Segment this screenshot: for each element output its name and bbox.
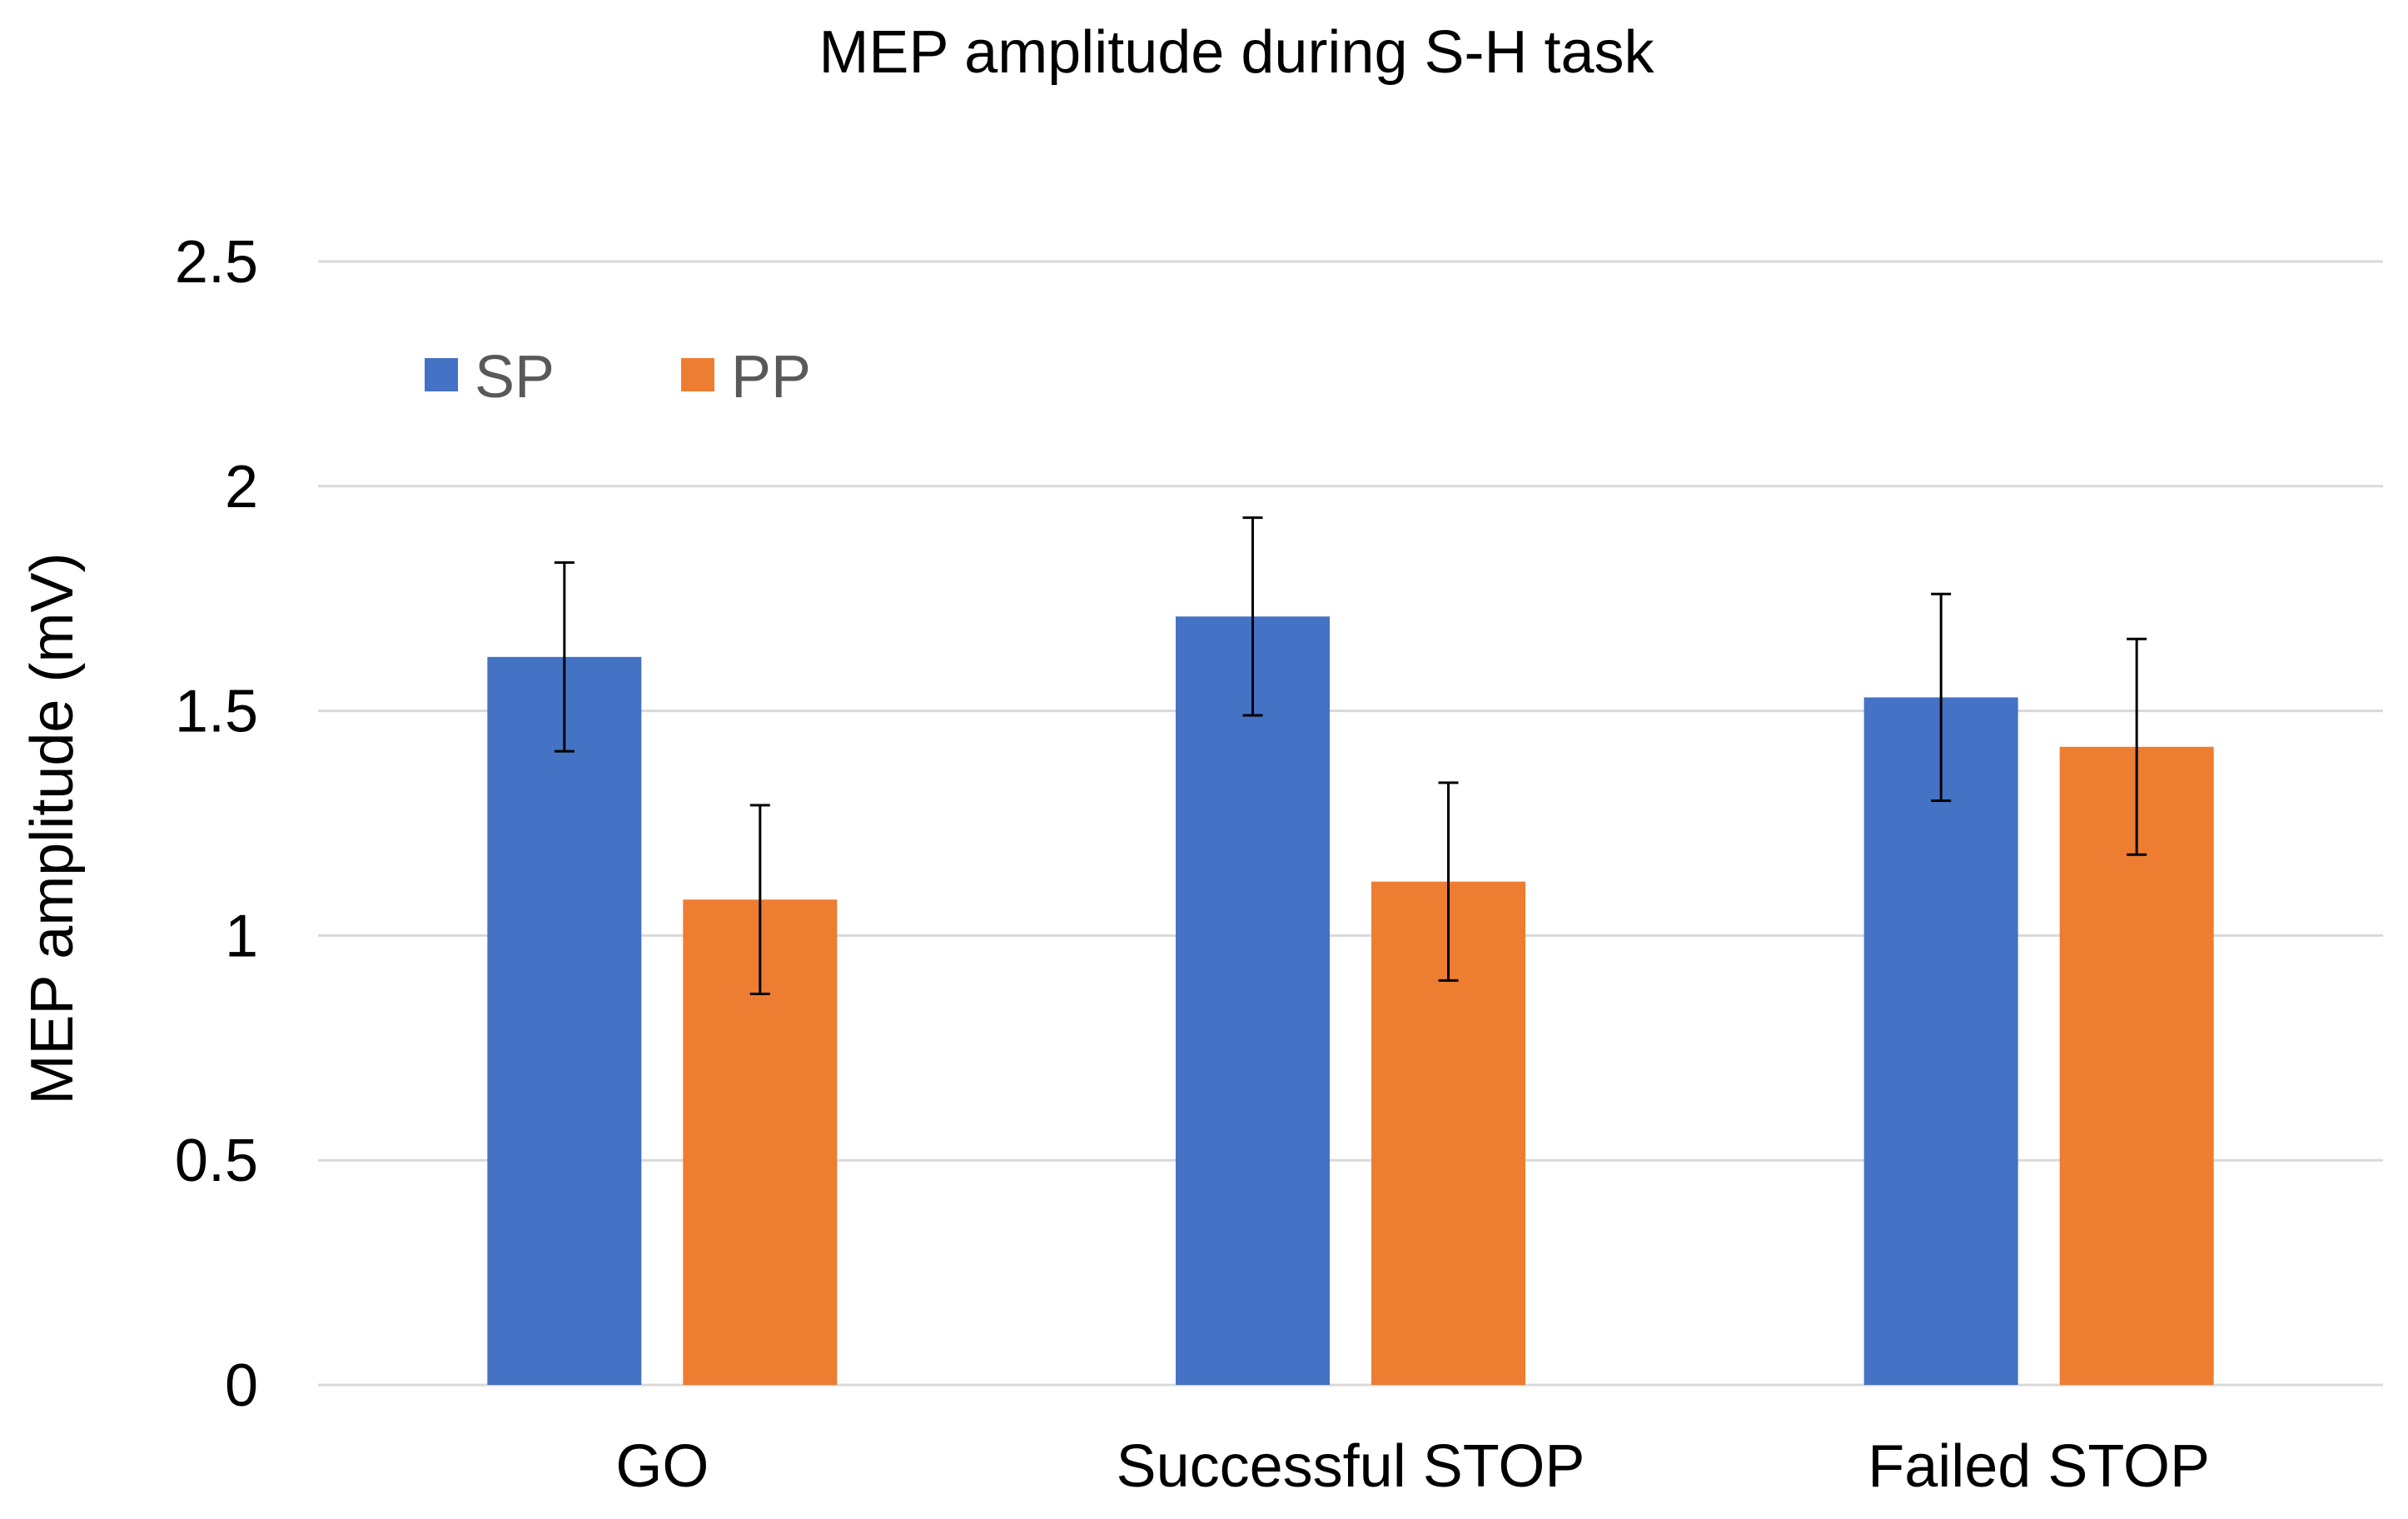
y-tick-label: 1.5 bbox=[175, 679, 258, 745]
y-tick-labels: 0 0.5 1 1.5 2 2.5 bbox=[175, 229, 258, 1419]
legend-swatch-sp bbox=[425, 358, 458, 391]
error-bars bbox=[554, 516, 2147, 996]
x-tick-label: GO bbox=[615, 1433, 709, 1500]
bar-sp-failed-stop bbox=[1863, 697, 2018, 1385]
bar-sp-successful-stop bbox=[1176, 616, 1330, 1385]
legend-swatch-pp bbox=[681, 358, 714, 391]
error-bar-pp-failed-stop bbox=[2127, 637, 2147, 856]
legend-label-pp: PP bbox=[731, 344, 811, 411]
y-tick-label: 0 bbox=[225, 1352, 258, 1419]
gridlines bbox=[318, 260, 2383, 1387]
error-bar-sp-go bbox=[554, 561, 575, 753]
error-bar-pp-go bbox=[749, 804, 770, 996]
legend: SP PP bbox=[425, 344, 811, 411]
error-bar-sp-failed-stop bbox=[1931, 592, 1952, 803]
y-tick-label: 1 bbox=[225, 903, 258, 969]
y-tick-label: 2.5 bbox=[175, 229, 258, 296]
error-bar-pp-successful-stop bbox=[1438, 781, 1459, 982]
y-tick-label: 0.5 bbox=[175, 1128, 258, 1194]
chart-title: MEP amplitude during S-H task bbox=[818, 19, 1654, 86]
y-tick-label: 2 bbox=[225, 454, 258, 520]
error-bar-sp-successful-stop bbox=[1242, 516, 1263, 717]
x-tick-label: Failed STOP bbox=[1868, 1433, 2210, 1500]
bar-sp-go bbox=[487, 656, 642, 1385]
y-axis-title: MEP amplitude (mV) bbox=[19, 553, 86, 1105]
legend-label-sp: SP bbox=[475, 344, 555, 411]
x-tick-label: Successful STOP bbox=[1117, 1433, 1585, 1500]
bars bbox=[487, 616, 2214, 1385]
x-tick-labels: GO Successful STOP Failed STOP bbox=[615, 1433, 2210, 1500]
